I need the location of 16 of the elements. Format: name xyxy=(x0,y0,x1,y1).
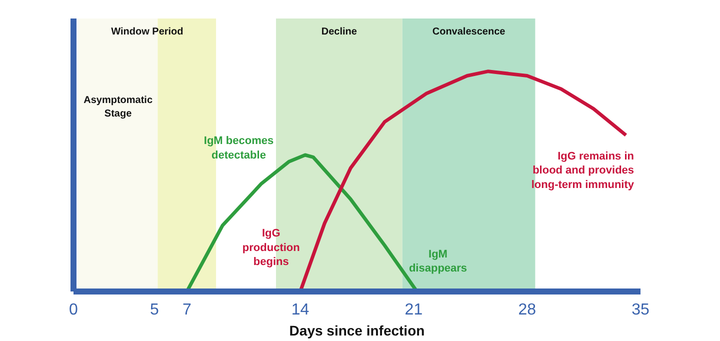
x-tick-label: 5 xyxy=(150,302,160,318)
x-tick-label: 28 xyxy=(518,302,536,318)
x-axis-title: Days since infection xyxy=(289,322,425,338)
band-label: Window Period xyxy=(111,26,184,38)
band-label: Asymptomatic Stage xyxy=(84,94,153,120)
x-tick-label: 0 xyxy=(69,302,78,318)
annotation: IgG production begins xyxy=(242,227,300,268)
band-label: Convalescence xyxy=(432,26,506,38)
annotation: IgM becomes detectable xyxy=(204,134,274,162)
x-tick-label: 21 xyxy=(404,302,423,318)
x-tick-label: 7 xyxy=(182,302,192,318)
annotation: IgM disappears xyxy=(408,248,468,275)
band-label: Decline xyxy=(321,26,358,38)
x-tick-label: 35 xyxy=(632,302,650,318)
annotation: IgG remains in blood and provides long-term immunity xyxy=(531,150,635,192)
x-tick-label: 14 xyxy=(291,302,310,318)
